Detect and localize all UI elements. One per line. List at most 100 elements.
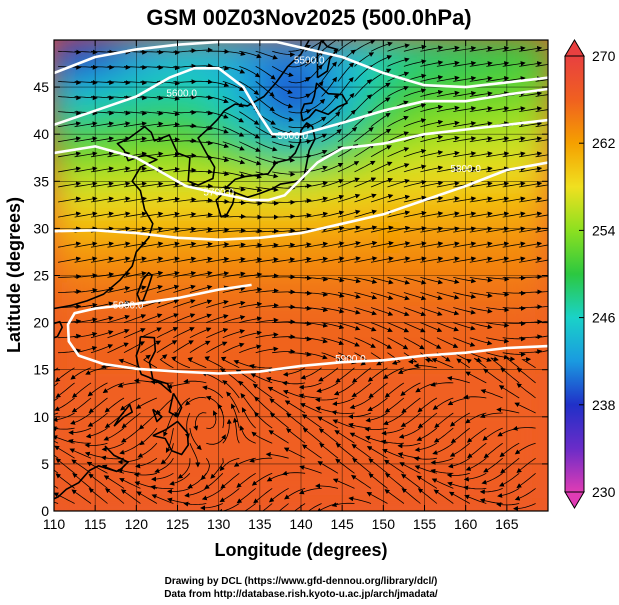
streamline	[535, 291, 548, 293]
streamline	[387, 210, 411, 218]
streamline	[397, 367, 421, 374]
streamline	[331, 502, 355, 508]
streamline	[305, 211, 329, 218]
streamline	[255, 96, 275, 112]
streamline	[414, 442, 438, 453]
streamline	[319, 442, 339, 459]
streamline	[496, 407, 520, 414]
streamline	[151, 472, 174, 482]
streamline	[123, 271, 147, 278]
streamline	[453, 121, 477, 128]
streamline	[173, 197, 197, 203]
streamline	[486, 226, 510, 233]
streamline	[432, 442, 454, 455]
streamline	[107, 328, 130, 339]
streamline	[305, 276, 329, 282]
streamline	[222, 171, 246, 178]
colorbar-max-arrow	[564, 39, 585, 57]
streamline	[54, 454, 59, 459]
streamline	[502, 151, 526, 158]
streamline	[535, 350, 548, 354]
colorbar-tick-label: 230	[592, 484, 616, 500]
streamline	[137, 442, 158, 458]
streamline	[434, 412, 454, 429]
streamline	[483, 368, 503, 384]
streamline	[370, 97, 391, 112]
streamline	[74, 346, 98, 354]
streamline	[370, 68, 392, 82]
streamline	[255, 288, 279, 294]
streamline	[84, 442, 108, 448]
streamline	[220, 356, 240, 369]
streamline	[123, 241, 147, 248]
streamline	[120, 397, 141, 411]
x-tick-label: 160	[454, 516, 478, 532]
streamline	[74, 273, 98, 279]
streamline	[436, 105, 460, 112]
streamline	[156, 299, 180, 308]
contour-label: 5900.0	[113, 300, 144, 311]
streamline	[173, 241, 197, 248]
streamline	[305, 352, 328, 360]
streamline	[337, 256, 361, 263]
streamline	[403, 118, 427, 128]
streamline	[366, 492, 388, 504]
streamline	[354, 337, 376, 348]
streamline	[156, 226, 180, 233]
streamline	[90, 181, 114, 188]
streamline	[70, 367, 92, 380]
streamline	[272, 257, 296, 263]
streamline	[206, 242, 230, 248]
streamline	[140, 121, 164, 128]
streamline	[354, 40, 376, 52]
streamline	[430, 457, 454, 465]
streamline	[420, 211, 444, 218]
streamline	[255, 66, 276, 80]
streamline	[449, 442, 471, 457]
streamline	[283, 447, 306, 459]
streamline	[74, 256, 98, 263]
streamline	[255, 186, 279, 193]
streamline	[337, 337, 360, 347]
streamline	[486, 352, 509, 360]
streamline	[453, 45, 477, 52]
y-tick-label: 20	[33, 315, 49, 331]
streamline	[352, 457, 372, 474]
streamline	[403, 256, 427, 263]
streamline	[370, 112, 391, 128]
streamline	[513, 503, 536, 511]
streamline	[502, 61, 526, 67]
streamline	[74, 211, 98, 218]
streamline	[206, 141, 230, 149]
streamline	[239, 316, 263, 323]
streamline	[535, 259, 548, 263]
streamline	[107, 342, 130, 354]
y-tick-label: 0	[41, 503, 49, 519]
streamline	[307, 503, 322, 511]
streamline	[206, 111, 229, 119]
contour-label: 5500.0	[294, 56, 325, 67]
streamline	[335, 442, 355, 459]
streamline	[166, 488, 191, 495]
streamline	[55, 367, 75, 383]
streamline	[535, 276, 548, 278]
streamline	[486, 151, 510, 158]
streamline	[58, 289, 82, 295]
streamline	[387, 57, 410, 67]
streamline	[255, 156, 279, 165]
coastline	[135, 335, 172, 394]
streamline	[123, 166, 147, 173]
streamline	[420, 134, 444, 143]
streamline	[354, 277, 378, 284]
streamline	[335, 367, 355, 383]
streamline	[486, 276, 510, 282]
streamline	[403, 180, 427, 188]
streamline	[204, 356, 223, 369]
colorbar-tick-label: 270	[592, 48, 616, 64]
contour-labels: 5500.0 5600.0 5600.0 5700.0 5800.0 5900.0 5900…	[113, 56, 482, 366]
streamline	[123, 285, 147, 293]
streamline	[54, 426, 75, 432]
streamline	[90, 316, 114, 323]
streamline	[71, 397, 92, 413]
streamline	[302, 427, 322, 444]
